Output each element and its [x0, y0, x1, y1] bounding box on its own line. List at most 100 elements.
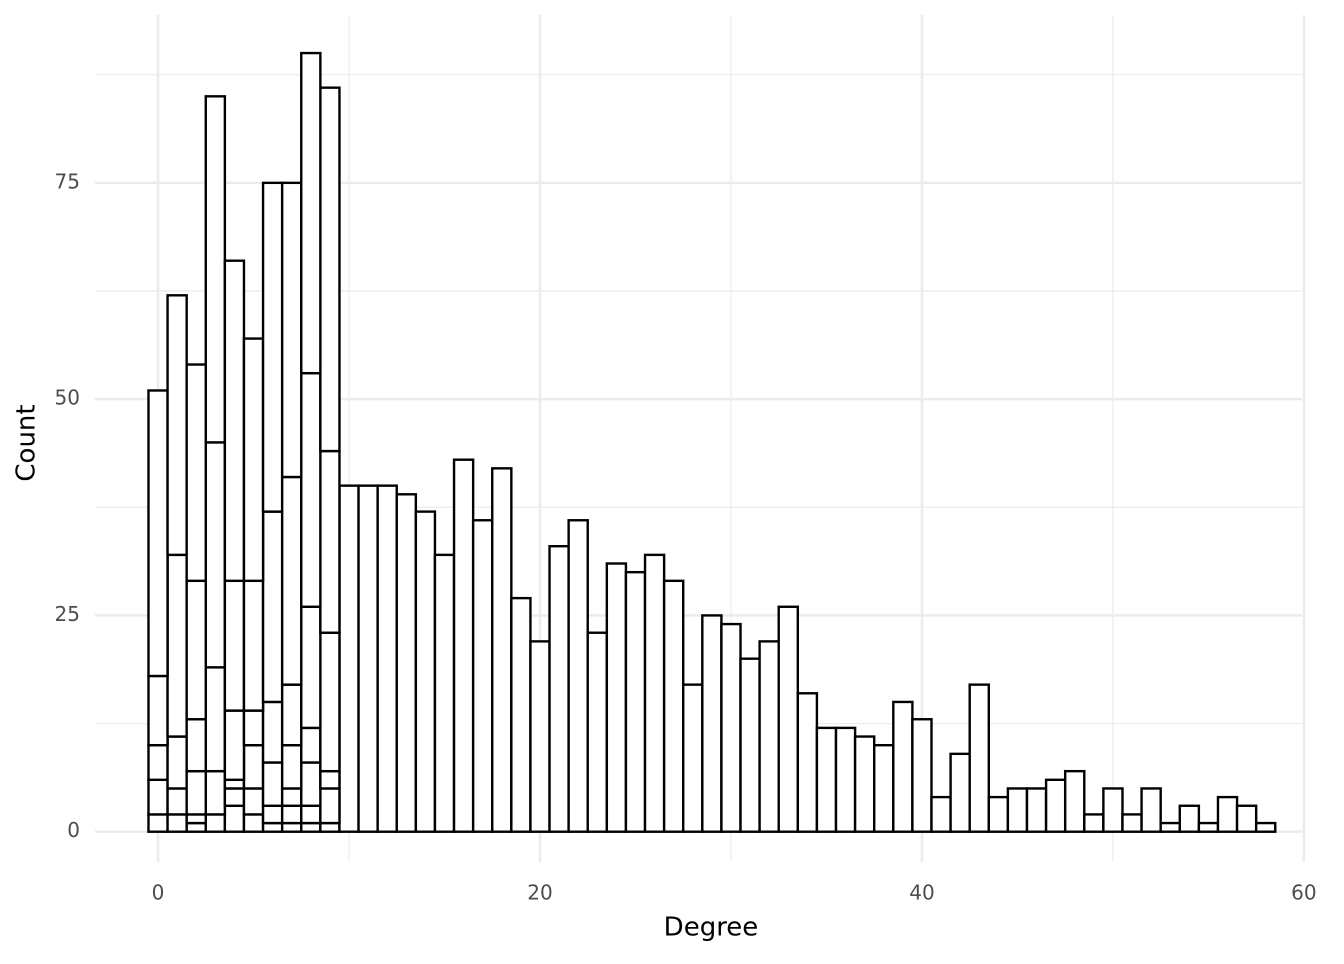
bar	[357, 484, 379, 833]
bar	[300, 371, 322, 608]
bar	[643, 553, 666, 833]
bar	[147, 674, 169, 747]
bar	[452, 458, 475, 833]
bar	[586, 631, 609, 833]
bar	[433, 553, 456, 833]
bar	[261, 761, 284, 807]
bar	[185, 769, 207, 816]
bar	[261, 510, 284, 704]
bar	[758, 640, 780, 833]
bar	[471, 519, 494, 833]
y-axis-title: Count	[12, 404, 42, 481]
bar	[319, 821, 341, 833]
bar	[1197, 821, 1220, 833]
bar	[185, 363, 207, 583]
bar	[147, 744, 169, 782]
bar	[280, 744, 303, 790]
bar	[1025, 787, 1048, 833]
bar	[853, 735, 876, 833]
bar	[548, 545, 570, 833]
bar	[166, 813, 188, 833]
bar	[510, 596, 532, 833]
bar	[319, 631, 341, 773]
bar	[491, 467, 513, 833]
bar	[319, 787, 341, 825]
bar	[185, 718, 207, 773]
x-tick-label: 60	[1291, 881, 1316, 905]
bar	[911, 718, 933, 833]
bar	[280, 475, 303, 686]
bar	[242, 744, 265, 790]
bar	[185, 813, 207, 825]
bar	[1083, 813, 1105, 833]
y-tick-label: 0	[67, 818, 80, 842]
bar	[242, 787, 265, 816]
bar	[204, 813, 227, 833]
bar	[815, 726, 838, 833]
bar	[1063, 769, 1086, 833]
bar	[834, 726, 857, 833]
bar	[701, 614, 723, 833]
bar	[242, 579, 265, 712]
bar	[987, 795, 1010, 833]
bar	[242, 813, 265, 833]
bar	[280, 787, 303, 807]
bar	[682, 683, 704, 833]
bar	[223, 787, 246, 807]
bar	[1159, 821, 1181, 833]
bar	[261, 804, 284, 825]
bar	[242, 337, 265, 583]
bar	[414, 510, 437, 833]
bar	[1178, 804, 1201, 833]
bar	[261, 700, 284, 764]
bar	[204, 769, 227, 816]
bar	[338, 484, 360, 833]
x-tick-label: 40	[909, 881, 934, 905]
y-tick-label: 50	[55, 386, 80, 410]
bar	[166, 787, 188, 816]
bar	[223, 259, 246, 583]
bar	[166, 735, 188, 790]
bar	[223, 709, 246, 782]
bar	[319, 449, 341, 634]
bar	[1235, 804, 1258, 833]
bar	[968, 683, 990, 833]
bar	[147, 813, 169, 833]
bar	[280, 683, 303, 747]
bar	[319, 769, 341, 790]
bar	[1254, 821, 1277, 833]
bar	[796, 692, 819, 833]
bar	[300, 761, 322, 807]
bar	[204, 95, 227, 444]
bar	[223, 579, 246, 712]
bar	[319, 86, 341, 453]
bar	[261, 181, 284, 513]
bar	[892, 700, 914, 833]
bar	[300, 51, 322, 375]
bar	[567, 519, 589, 833]
bars	[147, 51, 1277, 833]
bar	[223, 804, 246, 833]
bar	[1140, 787, 1162, 833]
bar	[280, 181, 303, 479]
bar	[1044, 778, 1067, 833]
bar	[529, 640, 551, 833]
bar	[624, 570, 647, 833]
bar	[147, 778, 169, 816]
bar	[1102, 787, 1124, 833]
bar	[949, 752, 971, 833]
bar	[1216, 795, 1239, 833]
bar	[204, 666, 227, 773]
bar	[185, 821, 207, 833]
bar	[873, 744, 895, 833]
y-tick-label: 25	[55, 602, 80, 626]
x-axis-title: Degree	[664, 913, 759, 943]
bar	[300, 726, 322, 764]
x-tick-label: 20	[527, 881, 552, 905]
bar	[223, 778, 246, 790]
bar	[280, 804, 303, 825]
bar	[930, 795, 952, 833]
bar	[395, 493, 418, 833]
